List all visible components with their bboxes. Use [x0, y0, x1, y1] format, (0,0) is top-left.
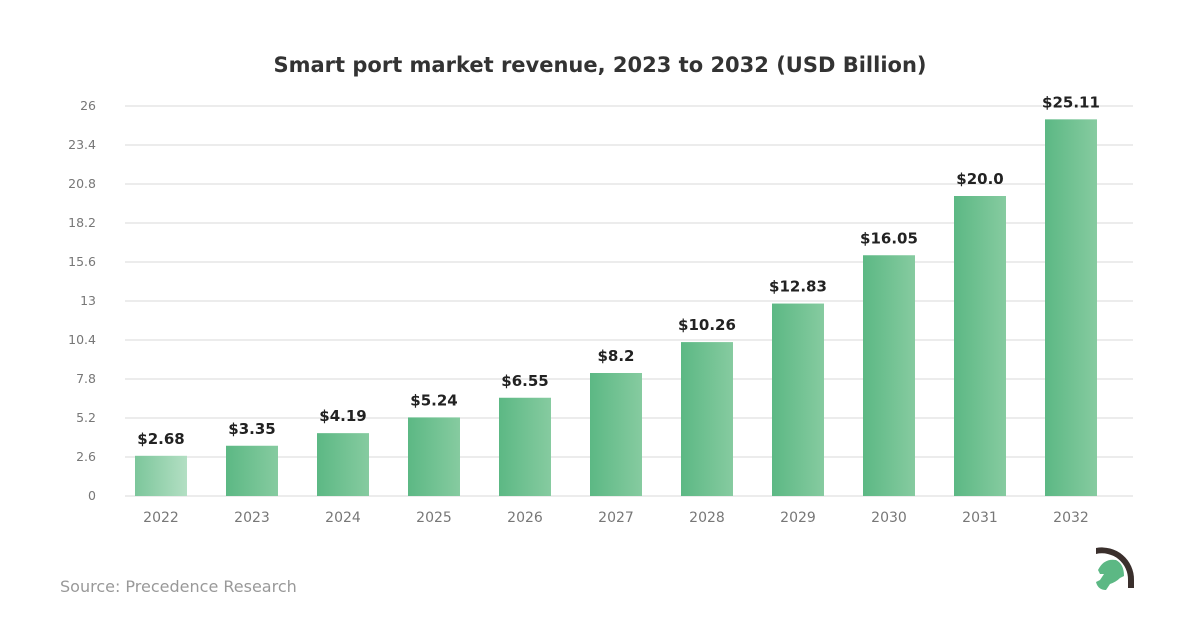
bar-2026	[499, 397, 551, 496]
bar-2027	[590, 373, 642, 496]
bar-2030	[863, 255, 915, 496]
gridlines	[125, 105, 1133, 497]
bar-2022	[135, 455, 187, 496]
chart-title: Smart port market revenue, 2023 to 2032 …	[274, 53, 927, 77]
y-tick-label: 10.4	[68, 332, 96, 347]
y-tick-label: 13	[80, 293, 96, 308]
y-tick-label: 15.6	[68, 254, 96, 269]
source-note: Source: Precedence Research	[60, 577, 297, 596]
y-tick-label: 26	[80, 98, 96, 113]
bar-2032	[1045, 119, 1097, 496]
x-tick-label: 2026	[507, 510, 543, 526]
data-label: $12.83	[769, 278, 827, 296]
data-label: $2.68	[137, 430, 184, 448]
data-label: $5.24	[410, 391, 457, 409]
x-tick-label: 2030	[871, 510, 907, 526]
bars: $2.68 $3.35 $4.19 $5.24 $6.55 $8.2 $10.26 $12.8…	[135, 93, 1100, 496]
x-tick-label: 2024	[325, 510, 361, 526]
bar-2029	[772, 303, 824, 496]
x-tick-label: 2028	[689, 510, 725, 526]
y-tick-label: 20.8	[68, 176, 96, 191]
data-label: $4.19	[319, 407, 366, 425]
data-label: $20.0	[956, 170, 1003, 188]
bar-2028	[681, 342, 733, 496]
data-label: $8.2	[597, 347, 634, 365]
x-tick-label: 2032	[1053, 510, 1089, 526]
bar-2025	[408, 417, 460, 496]
y-axis-ticks: 0 2.6 5.2 7.8 10.4 13 15.6 18.2 20.8 23.4 26	[68, 98, 96, 503]
data-label: $6.55	[501, 372, 548, 390]
data-label: $25.11	[1042, 93, 1100, 111]
y-tick-label: 5.2	[76, 410, 96, 425]
data-label: $10.26	[678, 316, 736, 334]
y-tick-label: 7.8	[76, 371, 96, 386]
y-tick-label: 2.6	[76, 449, 96, 464]
data-label: $16.05	[860, 229, 918, 247]
x-tick-label: 2031	[962, 510, 998, 526]
data-label: $3.35	[228, 420, 275, 438]
x-tick-label: 2023	[234, 510, 270, 526]
bar-2023	[226, 445, 278, 496]
y-tick-label: 0	[88, 488, 96, 503]
x-tick-label: 2027	[598, 510, 634, 526]
x-tick-label: 2022	[143, 510, 179, 526]
bar-2031	[954, 196, 1006, 496]
x-tick-label: 2029	[780, 510, 816, 526]
bar-2024	[317, 433, 369, 496]
y-tick-label: 23.4	[68, 137, 96, 152]
x-axis-ticks: 2022 2023 2024 2025 2026 2027 2028 2029 2030 2031…	[143, 510, 1089, 526]
x-tick-label: 2025	[416, 510, 452, 526]
y-tick-label: 18.2	[68, 215, 96, 230]
helmet-logo-icon	[1096, 547, 1135, 590]
